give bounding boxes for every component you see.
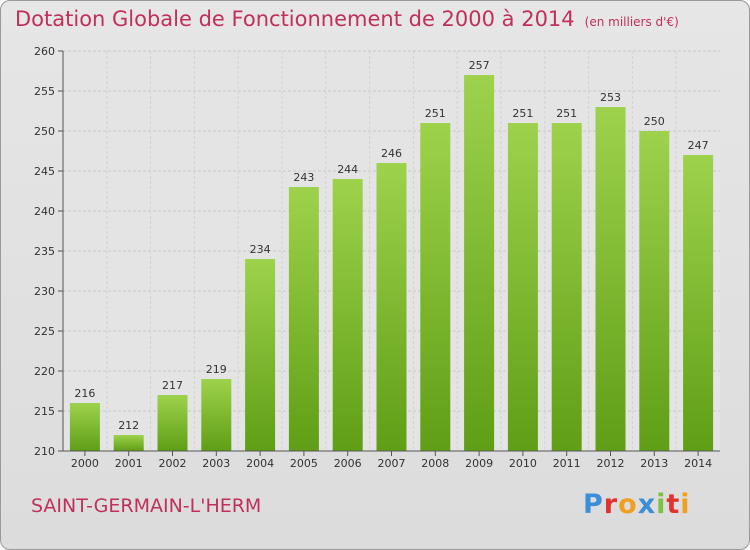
bar-value-label: 246: [381, 147, 402, 160]
chart-title: Dotation Globale de Fonctionnement de 20…: [15, 7, 679, 31]
x-tick-label: 2007: [378, 457, 406, 470]
x-tick-label: 2008: [421, 457, 449, 470]
y-tick-label: 245: [34, 165, 55, 178]
bar-value-label: 253: [600, 91, 621, 104]
bar: [551, 123, 582, 451]
x-tick-label: 2000: [71, 457, 99, 470]
y-tick-label: 240: [34, 205, 55, 218]
y-tick-label: 260: [34, 45, 55, 58]
bar-value-label: 234: [250, 243, 271, 256]
bar-value-label: 257: [469, 59, 490, 72]
bar-value-label: 247: [688, 139, 709, 152]
bar: [420, 123, 451, 451]
bar-value-label: 251: [556, 107, 577, 120]
x-tick-label: 2012: [597, 457, 625, 470]
bar-value-label: 212: [118, 419, 139, 432]
bar: [464, 75, 495, 451]
x-tick-label: 2004: [246, 457, 274, 470]
bar-value-label: 244: [337, 163, 358, 176]
x-tick-label: 2014: [684, 457, 712, 470]
bar: [288, 187, 319, 451]
bar: [683, 155, 714, 451]
bar: [507, 123, 538, 451]
bar: [201, 379, 232, 451]
commune-name: SAINT-GERMAIN-L'HERM: [31, 495, 262, 517]
x-tick-label: 2001: [115, 457, 143, 470]
x-tick-label: 2006: [334, 457, 362, 470]
bar-value-label: 251: [425, 107, 446, 120]
bar: [332, 179, 363, 451]
bar-value-label: 243: [293, 171, 314, 184]
bar-value-label: 219: [206, 363, 227, 376]
bar-value-label: 216: [74, 387, 95, 400]
x-tick-label: 2002: [159, 457, 187, 470]
proxiti-logo: Proxiti: [583, 489, 691, 520]
x-tick-label: 2011: [553, 457, 581, 470]
y-tick-label: 230: [34, 285, 55, 298]
bar-value-label: 217: [162, 379, 183, 392]
bar: [69, 403, 100, 451]
x-tick-label: 2010: [509, 457, 537, 470]
y-tick-label: 210: [34, 445, 55, 458]
y-tick-label: 225: [34, 325, 55, 338]
y-tick-label: 255: [34, 85, 55, 98]
bar: [245, 259, 276, 451]
y-tick-label: 250: [34, 125, 55, 138]
unit-label: (en milliers d'€): [584, 15, 679, 29]
bar: [157, 395, 188, 451]
bar: [639, 131, 670, 451]
bar-value-label: 250: [644, 115, 665, 128]
bar-value-label: 251: [512, 107, 533, 120]
bar: [376, 163, 407, 451]
x-tick-label: 2013: [640, 457, 668, 470]
bar: [595, 107, 626, 451]
y-tick-label: 215: [34, 405, 55, 418]
x-tick-label: 2003: [202, 457, 230, 470]
x-tick-label: 2005: [290, 457, 318, 470]
x-tick-label: 2009: [465, 457, 493, 470]
bar: [113, 435, 144, 451]
y-tick-label: 235: [34, 245, 55, 258]
y-tick-label: 220: [34, 365, 55, 378]
